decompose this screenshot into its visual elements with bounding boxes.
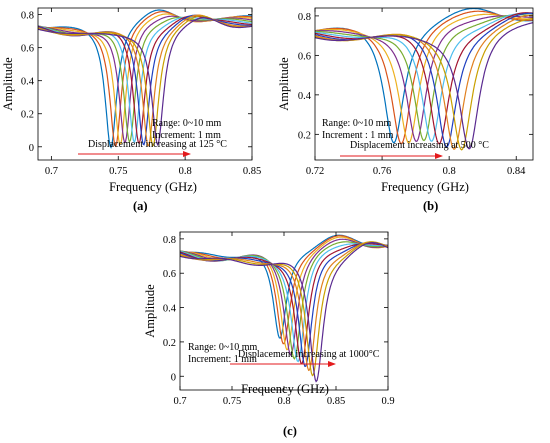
series-line-9: [180, 241, 388, 372]
y-tick-label: 0.8: [163, 235, 176, 246]
x-tick-label: 0.85: [243, 166, 261, 177]
panel-label: (c): [283, 424, 297, 438]
series-group: [180, 234, 388, 383]
series-line-10: [180, 241, 388, 377]
y-tick-label: 0.8: [298, 12, 311, 23]
series-group: [38, 9, 252, 149]
annotation-text: Increment: 1 mm: [188, 354, 257, 365]
y-tick-label: 0.4: [21, 77, 35, 88]
y-tick-label: 0.6: [21, 44, 34, 55]
series-line-1: [180, 234, 388, 339]
annotation-text: Increment : 1 mm: [322, 130, 394, 141]
series-line-11: [38, 17, 252, 147]
series-line-3: [315, 13, 533, 144]
series-line-7: [315, 12, 533, 145]
x-tick-label: 0.7: [173, 396, 186, 407]
annotation-text: Increment: 1 mm: [152, 130, 221, 141]
plot-frame: [314, 7, 534, 161]
y-tick-label: 0.6: [163, 269, 176, 280]
y-axis-label: Amplitude: [277, 57, 291, 111]
panel-label: (a): [133, 199, 148, 213]
x-axis-label: Frequency (GHz): [381, 180, 469, 194]
x-tick-label: 0.7: [45, 166, 58, 177]
x-axis-label: Frequency (GHz): [109, 180, 197, 194]
y-tick-label: 0.2: [163, 338, 176, 349]
annotation-text: Range: 0~10 mm: [322, 118, 392, 129]
x-tick-label: 0.8: [443, 166, 456, 177]
x-tick-label: 0.84: [507, 166, 526, 177]
arrow-caption: Displacement increasing at 1000°C: [238, 349, 380, 360]
panel-label: (b): [423, 199, 438, 213]
chart-panel-1: 0.7 0.75 0.8 0.85 0 0.2 0.4 0.6 0.8 Frequency (GH…: [1, 7, 261, 213]
series-line-6: [315, 12, 533, 142]
y-tick-label: 0.2: [21, 110, 34, 121]
annotation-text: Range: 0~10 mm: [152, 118, 222, 129]
x-tick-label: 0.8: [179, 166, 192, 177]
y-tick-label: 0: [29, 143, 34, 154]
x-tick-label: 0.75: [109, 166, 127, 177]
x-tick-label: 0.85: [327, 396, 345, 407]
series-line-8: [180, 242, 388, 367]
series-group: [315, 8, 533, 151]
y-tick-label: 0.4: [298, 91, 312, 102]
arrow-caption: Displacement increasing at 500 °C: [350, 140, 489, 151]
series-line-5: [315, 14, 533, 142]
y-tick-label: 0.6: [298, 51, 311, 62]
x-tick-label: 0.9: [381, 396, 394, 407]
x-tick-label: 0.72: [306, 166, 324, 177]
y-axis-label: Amplitude: [143, 284, 157, 338]
x-tick-label: 0.76: [373, 166, 391, 177]
series-line-11: [315, 22, 533, 150]
chart-panel-3: 0.7 0.75 0.8 0.85 0.900.20.40.60.8Frequency …: [143, 231, 395, 438]
series-line-11: [180, 242, 388, 383]
y-tick-label: 0.4: [163, 304, 177, 315]
arrow-caption: Displacement increasing at 125 °C: [88, 139, 227, 150]
y-tick-label: 0: [171, 372, 176, 383]
y-axis-label: Amplitude: [1, 57, 15, 111]
x-tick-label: 0.75: [223, 396, 241, 407]
plot-frame: [37, 7, 253, 161]
x-axis-label: Frequency (GHz): [241, 382, 329, 396]
x-tick-label: 0.8: [277, 396, 290, 407]
y-tick-label: 0.2: [298, 130, 311, 141]
y-tick-label: 0.8: [21, 11, 34, 22]
series-line-2: [180, 235, 388, 345]
chart-panel-2: 0.72 0.76 0.8 0.84 0.2 0.4 0.6 0.8 Frequency (GH…: [277, 7, 534, 213]
annotation-text: Range: 0~10 mm: [188, 342, 258, 353]
